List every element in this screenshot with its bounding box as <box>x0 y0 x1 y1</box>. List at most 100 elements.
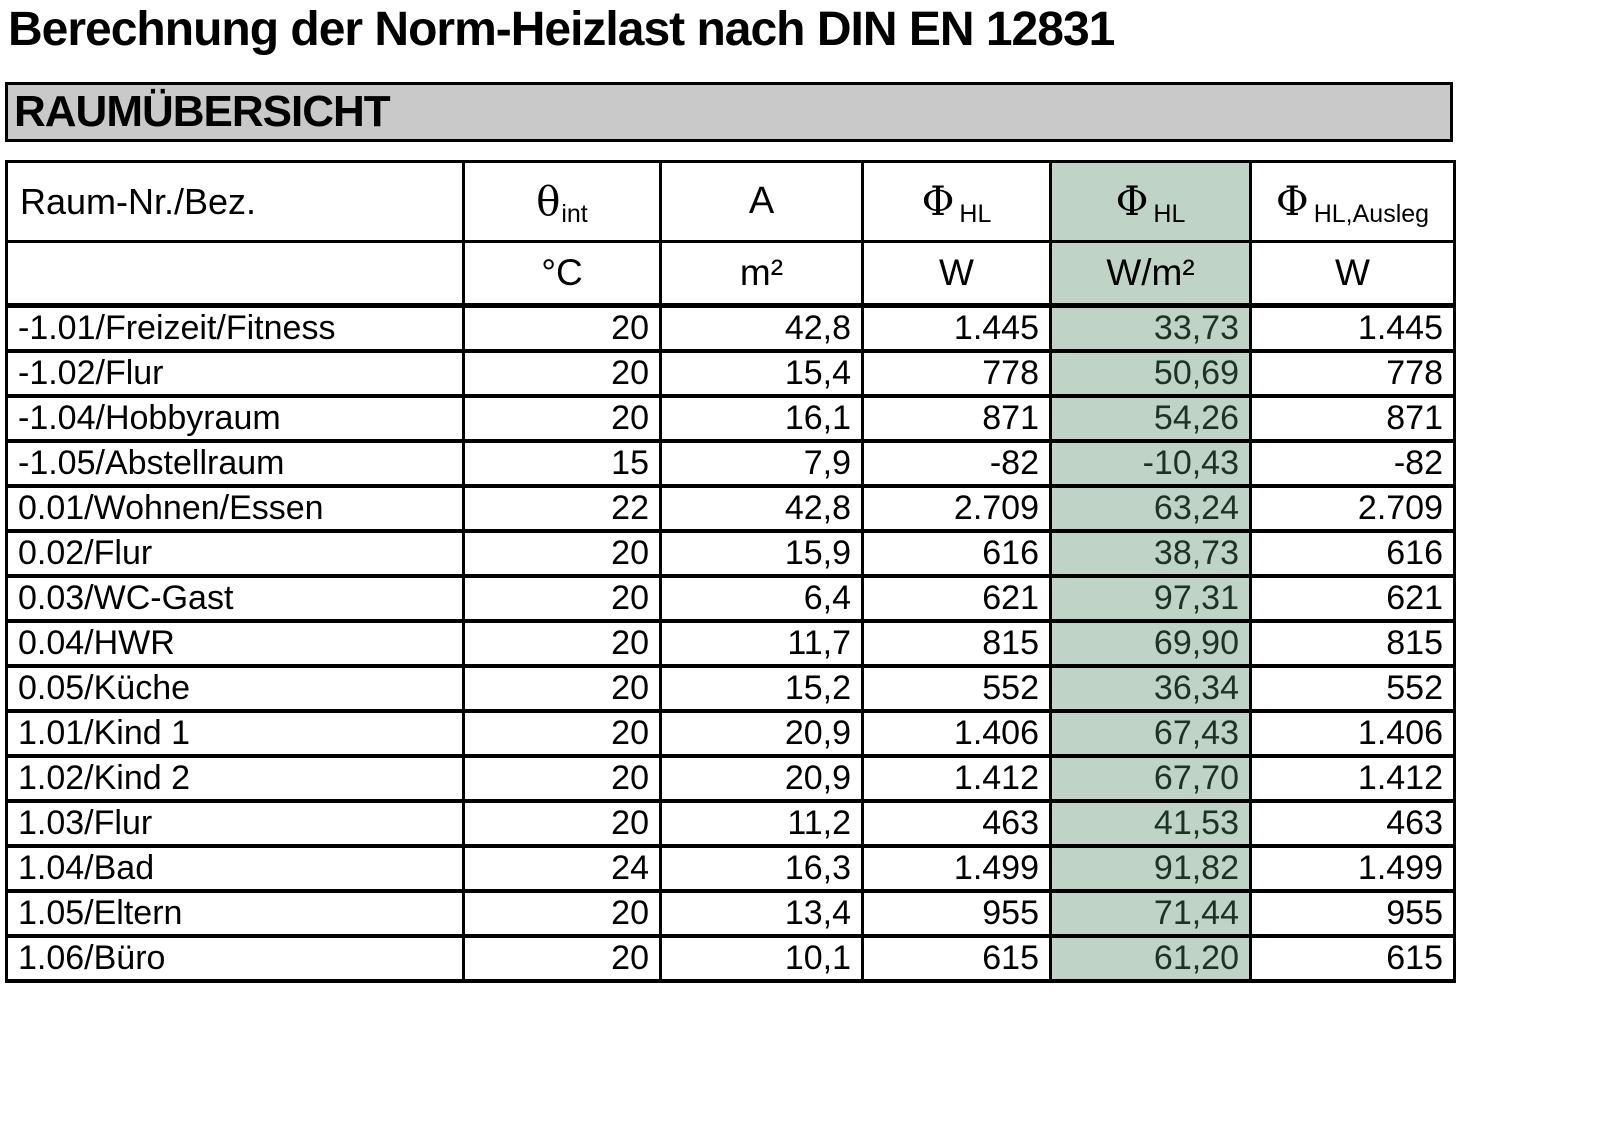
cell-phi-hl-specific: 67,70 <box>1049 754 1252 803</box>
cell-room: -1.02/Flur <box>5 349 465 398</box>
cell-phi-hl-specific: -10,43 <box>1049 439 1252 488</box>
section-banner: RAUMÜBERSICHT <box>5 82 1453 142</box>
cell-phi-hl-ausleg: 1.445 <box>1249 303 1456 353</box>
cell-phi-hl-specific: 33,73 <box>1049 303 1252 353</box>
cell-area: 6,4 <box>659 574 864 623</box>
cell-phi-hl-ausleg: -82 <box>1249 439 1456 488</box>
cell-phi-hl: 552 <box>861 664 1052 713</box>
phi-hl-specific-subscript: HL <box>1153 199 1186 228</box>
cell-theta-int: 20 <box>462 709 662 758</box>
cell-phi-hl: 621 <box>861 574 1052 623</box>
cell-theta-int: 20 <box>462 754 662 803</box>
cell-phi-hl-ausleg: 552 <box>1249 664 1456 713</box>
cell-theta-int: 20 <box>462 574 662 623</box>
col-header-theta-int: θint <box>462 160 662 243</box>
table-row: 0.03/WC-Gast 20 6,4 621 97,31 621 <box>5 574 1456 623</box>
phi-symbol: Φ <box>921 178 955 225</box>
cell-phi-hl-ausleg: 815 <box>1249 619 1456 668</box>
cell-area: 15,9 <box>659 529 864 578</box>
cell-phi-hl-specific: 67,43 <box>1049 709 1252 758</box>
cell-room: -1.05/Abstellraum <box>5 439 465 488</box>
cell-theta-int: 20 <box>462 934 662 983</box>
unit-phi-hl-specific: W/m² <box>1049 240 1252 308</box>
col-header-phi-hl-specific: Φ HL <box>1049 160 1252 243</box>
cell-phi-hl-specific: 91,82 <box>1049 844 1252 893</box>
table-body: -1.01/Freizeit/Fitness 20 42,8 1.445 33,73 1.… <box>5 303 1456 983</box>
table-row: -1.05/Abstellraum 15 7,9 -82 -10,43 -82 <box>5 439 1456 488</box>
cell-phi-hl-specific: 97,31 <box>1049 574 1252 623</box>
cell-phi-hl-ausleg: 871 <box>1249 394 1456 443</box>
cell-area: 7,9 <box>659 439 864 488</box>
cell-room: 1.02/Kind 2 <box>5 754 465 803</box>
cell-theta-int: 15 <box>462 439 662 488</box>
cell-phi-hl-ausleg: 1.406 <box>1249 709 1456 758</box>
cell-phi-hl-specific: 50,69 <box>1049 349 1252 398</box>
cell-phi-hl-specific: 36,34 <box>1049 664 1252 713</box>
phi-symbol: Φ <box>1275 178 1309 225</box>
cell-room: 0.05/Küche <box>5 664 465 713</box>
cell-phi-hl: 778 <box>861 349 1052 398</box>
cell-area: 20,9 <box>659 754 864 803</box>
cell-theta-int: 20 <box>462 619 662 668</box>
cell-theta-int: 20 <box>462 394 662 443</box>
cell-phi-hl-ausleg: 463 <box>1249 799 1456 848</box>
table-row: 0.05/Küche 20 15,2 552 36,34 552 <box>5 664 1456 713</box>
cell-area: 15,4 <box>659 349 864 398</box>
cell-phi-hl-ausleg: 955 <box>1249 889 1456 938</box>
cell-area: 42,8 <box>659 484 864 533</box>
unit-phi-hl-ausleg: W <box>1249 240 1456 308</box>
col-header-area: A <box>659 160 864 243</box>
col-header-phi-hl-ausleg: Φ HL,Ausleg <box>1249 160 1456 243</box>
cell-phi-hl-specific: 41,53 <box>1049 799 1252 848</box>
cell-phi-hl: 1.406 <box>861 709 1052 758</box>
cell-phi-hl: 616 <box>861 529 1052 578</box>
table-row: 1.04/Bad 24 16,3 1.499 91,82 1.499 <box>5 844 1456 893</box>
cell-theta-int: 20 <box>462 799 662 848</box>
cell-room: 1.03/Flur <box>5 799 465 848</box>
symbol-header-row: Raum-Nr./Bez. θint A Φ HL Φ HL Φ HL,Ausleg <box>5 160 1456 243</box>
cell-theta-int: 20 <box>462 303 662 353</box>
table-row: 0.02/Flur 20 15,9 616 38,73 616 <box>5 529 1456 578</box>
table-row: -1.04/Hobbyraum 20 16,1 871 54,26 871 <box>5 394 1456 443</box>
phi-hl-ausleg-subscript: HL,Ausleg <box>1313 199 1430 228</box>
cell-room: -1.01/Freizeit/Fitness <box>5 303 465 353</box>
table-row: 0.01/Wohnen/Essen 22 42,8 2.709 63,24 2.709 <box>5 484 1456 533</box>
cell-area: 20,9 <box>659 709 864 758</box>
theta-subscript: int <box>561 199 588 228</box>
cell-theta-int: 24 <box>462 844 662 893</box>
area-symbol: A <box>748 180 775 222</box>
cell-room: 0.02/Flur <box>5 529 465 578</box>
phi-hl-subscript: HL <box>959 199 992 228</box>
table-row: 1.02/Kind 2 20 20,9 1.412 67,70 1.412 <box>5 754 1456 803</box>
cell-room: 0.01/Wohnen/Essen <box>5 484 465 533</box>
cell-theta-int: 20 <box>462 529 662 578</box>
table-row: 1.03/Flur 20 11,2 463 41,53 463 <box>5 799 1456 848</box>
col-header-phi-hl: Φ HL <box>861 160 1052 243</box>
unit-phi-hl: W <box>861 240 1052 308</box>
table-row: 0.04/HWR 20 11,7 815 69,90 815 <box>5 619 1456 668</box>
cell-area: 42,8 <box>659 303 864 353</box>
cell-area: 13,4 <box>659 889 864 938</box>
cell-room: 1.04/Bad <box>5 844 465 893</box>
table-row: 1.06/Büro 20 10,1 615 61,20 615 <box>5 934 1456 983</box>
col-header-room: Raum-Nr./Bez. <box>5 160 465 243</box>
cell-phi-hl-ausleg: 621 <box>1249 574 1456 623</box>
cell-phi-hl-ausleg: 778 <box>1249 349 1456 398</box>
cell-phi-hl: 1.412 <box>861 754 1052 803</box>
cell-theta-int: 20 <box>462 349 662 398</box>
cell-phi-hl-ausleg: 1.499 <box>1249 844 1456 893</box>
cell-room: 0.03/WC-Gast <box>5 574 465 623</box>
cell-room: -1.04/Hobbyraum <box>5 394 465 443</box>
cell-phi-hl: 615 <box>861 934 1052 983</box>
cell-area: 16,1 <box>659 394 864 443</box>
phi-symbol: Φ <box>1115 178 1149 225</box>
unit-area: m² <box>659 240 864 308</box>
cell-area: 11,7 <box>659 619 864 668</box>
unit-room <box>5 240 465 308</box>
cell-phi-hl: -82 <box>861 439 1052 488</box>
cell-phi-hl: 815 <box>861 619 1052 668</box>
cell-phi-hl-specific: 69,90 <box>1049 619 1252 668</box>
table-row: -1.01/Freizeit/Fitness 20 42,8 1.445 33,73 1.… <box>5 303 1456 353</box>
cell-phi-hl: 871 <box>861 394 1052 443</box>
page-title: Berechnung der Norm-Heizlast nach DIN EN… <box>8 3 1115 56</box>
